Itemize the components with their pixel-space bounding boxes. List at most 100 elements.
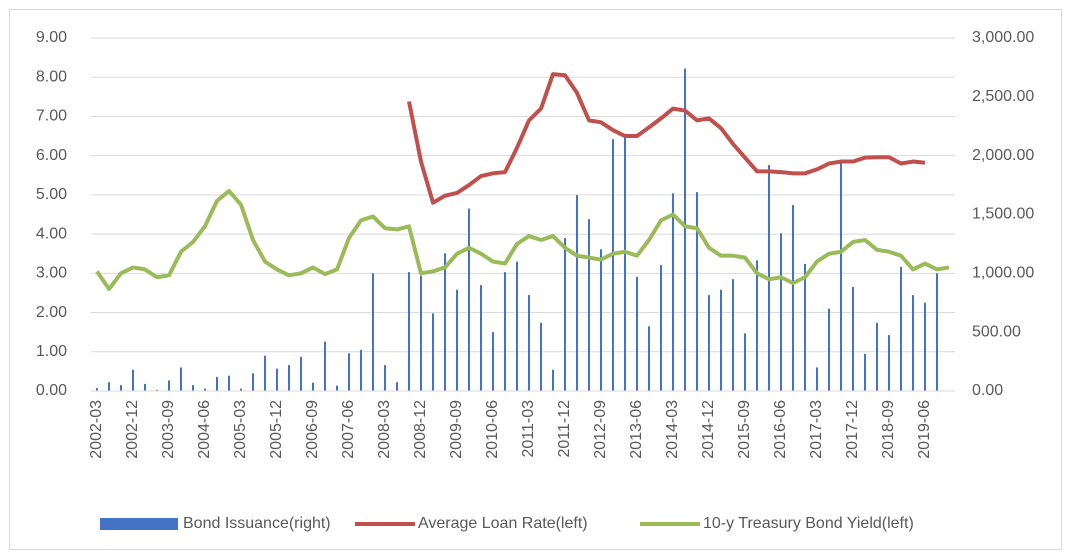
x-tick-label: 2011-03 [520,400,537,458]
y-tick-label: 2.00 [36,304,67,321]
y2-tick-label: 3,000.00 [972,29,1034,46]
bar [732,279,734,391]
x-tick-label: 2015-09 [736,400,753,459]
x-tick-label: 2005-12 [268,400,285,459]
bar [444,253,446,391]
bar [576,195,578,391]
bar [552,369,554,391]
chart-frame [9,9,1062,550]
x-tick-label: 2018-09 [880,400,897,459]
bar [624,136,626,391]
bar [120,385,122,391]
bar [156,389,158,391]
bar [924,302,926,391]
bar [516,261,518,391]
x-tick-label: 2008-12 [412,400,429,459]
bar [168,380,170,391]
y-tick-label: 0.00 [36,382,67,399]
bar [240,388,242,391]
bar [492,332,494,391]
x-tick-label: 2006-09 [304,400,321,459]
bar [804,263,806,391]
bar [480,285,482,391]
x-tick-label: 2002-03 [88,400,105,459]
legend-label: 10-y Treasury Bond Yield(left) [703,515,914,532]
bar [684,68,686,392]
bar [588,219,590,391]
x-tick-label: 2013-06 [628,400,645,459]
bar [288,365,290,391]
x-tick-label: 2005-03 [232,400,249,459]
y-tick-label: 4.00 [36,225,67,242]
x-tick-label: 2009-09 [448,400,465,459]
x-tick-label: 2007-06 [340,400,357,459]
bar [708,295,710,391]
y2-tick-label: 0.00 [972,382,1003,399]
bar [192,385,194,391]
bar [372,273,374,391]
bar [840,160,842,391]
bar [660,265,662,391]
bar [756,260,758,391]
bar [336,385,338,391]
bar [540,322,542,391]
x-tick-label: 2014-12 [700,400,717,459]
bar [108,382,110,391]
bar [408,272,410,391]
bar [204,388,206,391]
bar [600,249,602,391]
line [407,72,926,205]
bar [648,326,650,391]
bar [504,272,506,391]
y-tick-label: 8.00 [36,68,67,85]
bar [252,373,254,391]
bar [744,333,746,391]
bar [876,322,878,391]
y-tick-label: 1.00 [36,343,67,360]
bar [816,367,818,391]
bar [348,353,350,391]
x-tick-label: 2012-09 [592,400,609,459]
bar [276,368,278,391]
line [95,188,950,292]
x-tick-label: 2019-06 [916,400,933,459]
bar [780,233,782,391]
bar [672,193,674,391]
bar [888,335,890,391]
x-tick-label: 2017-03 [808,400,825,459]
bar [324,341,326,391]
bar [936,273,938,391]
y-tick-label: 7.00 [36,108,67,125]
bar [264,355,266,391]
x-tick-label: 2002-12 [124,400,141,459]
bar [900,266,902,391]
legend-swatch [100,518,178,530]
bar [228,375,230,391]
x-tick-label: 2016-06 [772,400,789,459]
bar [852,286,854,391]
bar [696,192,698,391]
x-tick-label: 2011-12 [556,400,573,458]
y2-tick-label: 2,000.00 [972,147,1034,164]
bar [864,353,866,391]
bar [312,382,314,391]
y2-tick-label: 500.00 [972,323,1021,340]
bar [144,383,146,391]
bar [612,139,614,391]
legend-label: Average Loan Rate(left) [418,515,588,532]
bar [360,349,362,391]
x-tick-label: 2017-12 [844,400,861,459]
x-tick-label: 2014-03 [664,400,681,459]
bar [300,356,302,391]
x-tick-label: 2003-09 [160,400,177,459]
x-tick-label: 2004-06 [196,400,213,459]
y-tick-label: 9.00 [36,29,67,46]
bar [468,208,470,391]
bar [432,313,434,391]
bar [792,205,794,391]
y2-tick-label: 1,500.00 [972,206,1034,223]
bar [180,367,182,391]
bar [528,295,530,391]
bar [720,289,722,391]
